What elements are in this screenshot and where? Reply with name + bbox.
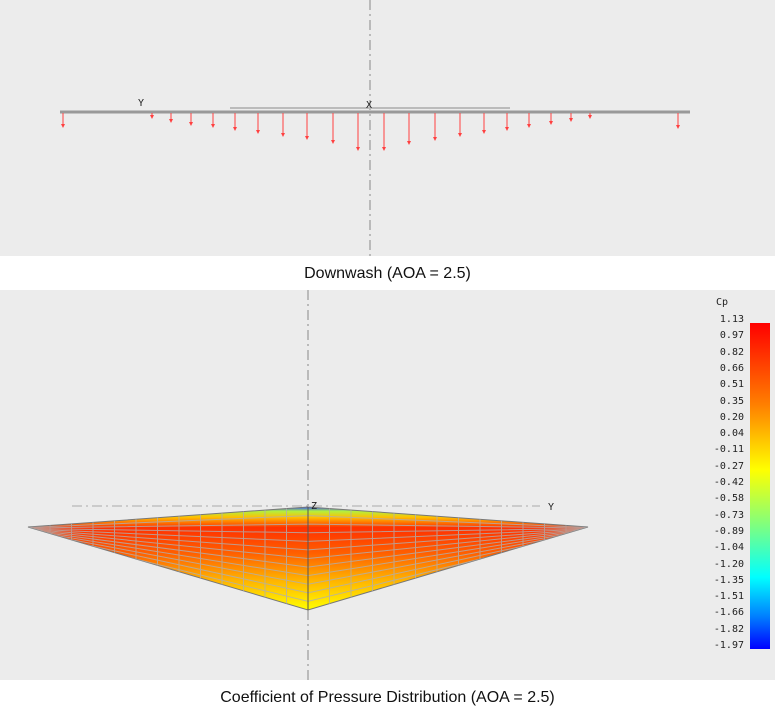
arrow-head [482,130,486,134]
legend-tick: -1.35 [713,574,744,586]
arrow-head [433,137,437,141]
arrow-head [676,125,680,129]
colorbar [750,323,770,649]
legend-tick: -0.89 [713,525,744,537]
arrow-head [407,141,411,145]
pressure-view: Y Z Cp 1.13 0.97 0.82 0.66 0.51 0.35 0.20 0.04 -… [0,290,775,680]
downwash-caption: Downwash (AOA = 2.5) [304,265,471,282]
arrow-head [61,124,65,128]
arrow-head [588,115,592,119]
arrow-head [169,119,173,123]
x-axis-label: X [366,100,372,111]
arrow-head [281,133,285,137]
legend-title: Cp [715,297,729,308]
legend-tick: -1.82 [713,623,744,635]
y-axis-label: Y [548,502,554,513]
y-axis-label: Y [138,98,144,109]
arrow-head [189,122,193,126]
arrow-head [256,130,260,134]
legend-tick: -1.20 [713,558,744,570]
legend-tick: 0.04 [719,428,744,440]
legend-tick: 0.82 [719,346,744,358]
downwash-view: Y X [0,0,775,256]
arrow-head [356,147,360,151]
legend-tick: 0.97 [719,330,744,342]
pressure-plot: Y Z [27,290,589,680]
legend-tick: 0.51 [719,379,744,391]
arrow-head [150,115,154,119]
legend-tick: 0.20 [719,411,744,423]
legend-tick: -0.42 [713,477,744,488]
arrow-head [549,121,553,125]
legend-tick: -1.66 [713,607,744,619]
arrow-head [458,133,462,137]
legend-tick: -0.11 [713,444,744,456]
z-axis-label: Z [311,501,317,512]
legend-tick: -0.58 [713,493,744,505]
arrow-head [569,118,573,122]
legend-tick: 0.35 [719,395,744,407]
arrow-head [211,124,215,128]
arrow-head [527,124,531,128]
legend-tick: -0.27 [713,460,744,472]
legend-tick: 1.13 [719,314,744,325]
legend-tick: 0.66 [719,362,744,374]
pressure-caption: Coefficient of Pressure Distribution (AO… [220,689,555,706]
legend-tick: -1.04 [713,542,744,554]
arrow-head [382,147,386,151]
arrow-head [305,136,309,140]
legend-tick: -0.73 [713,509,744,521]
downwash-plot: Y X [60,0,690,256]
legend-tick: -1.51 [713,591,744,603]
arrow-head [331,140,335,144]
arrow-head [233,127,237,131]
arrow-head [505,127,509,131]
legend-tick: -1.97 [713,640,744,651]
